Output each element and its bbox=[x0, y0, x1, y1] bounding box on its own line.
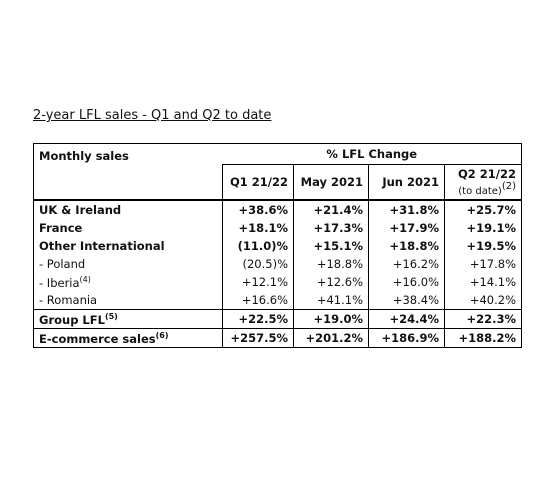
header-row: % LFL Change bbox=[34, 143, 522, 165]
table-row: - Poland (20.5)% +18.8% +16.2% +17.8% bbox=[34, 255, 522, 273]
cell-value: +15.1% bbox=[293, 237, 369, 255]
row-label: France bbox=[39, 221, 83, 235]
row-label: Other International bbox=[39, 239, 165, 253]
cell-value: +12.6% bbox=[293, 273, 369, 291]
row-label: E-commerce sales bbox=[39, 331, 156, 346]
cell-value: +40.2% bbox=[444, 291, 522, 310]
column-subheader: (to date) bbox=[458, 185, 502, 197]
row-label-cell: Other International bbox=[34, 237, 223, 255]
table-row: - Iberia(4) +12.1% +12.6% +16.0% +14.1% bbox=[34, 273, 522, 291]
cell-value: +201.2% bbox=[293, 328, 369, 348]
cell-value: +38.4% bbox=[368, 291, 445, 310]
cell-value: +19.1% bbox=[444, 219, 522, 237]
cell-value: +14.1% bbox=[444, 273, 522, 291]
footnote-ref: (5) bbox=[104, 311, 118, 321]
cell-value: +18.8% bbox=[293, 255, 369, 273]
cell-value: +186.9% bbox=[368, 328, 445, 348]
table-row: E-commerce sales(6) +257.5% +201.2% +186.9%… bbox=[33, 328, 522, 348]
cell-value: +21.4% bbox=[293, 200, 369, 219]
cell-value: +41.1% bbox=[293, 291, 369, 310]
column-header: May 2021 bbox=[293, 164, 369, 200]
header-row: Monthly sales Q1 21/22 May 2021 Jun 2021… bbox=[33, 149, 522, 201]
title: 2-year LFL sales - Q1 and Q2 to date bbox=[33, 108, 272, 123]
cell-value: +17.9% bbox=[368, 219, 445, 237]
cell-value: +17.3% bbox=[293, 219, 369, 237]
row-label: - Poland bbox=[39, 257, 86, 271]
cell-value: +12.1% bbox=[222, 273, 294, 291]
cell-value: +16.2% bbox=[368, 255, 445, 273]
cell-value: (20.5)% bbox=[222, 255, 294, 273]
table-row: Group LFL(5) +22.5% +19.0% +24.4% +22.3% bbox=[33, 309, 522, 329]
cell-value: +22.5% bbox=[222, 309, 294, 329]
column-header: Jun 2021 bbox=[368, 164, 445, 200]
cell-value: +257.5% bbox=[222, 328, 294, 348]
table-row: France +18.1% +17.3% +17.9% +19.1% bbox=[34, 219, 522, 237]
row-label-cell: France bbox=[34, 219, 223, 237]
table-row: UK & Ireland +38.6% +21.4% +31.8% +25.7% bbox=[34, 200, 522, 219]
cell-value: +24.4% bbox=[368, 309, 445, 329]
row-label-cell: E-commerce sales(6) bbox=[34, 329, 223, 348]
cell-value: +38.6% bbox=[222, 200, 294, 219]
row-label-cell: - Iberia(4) bbox=[34, 273, 223, 291]
footnote-ref: (2) bbox=[501, 181, 516, 193]
row-label-cell: - Poland bbox=[34, 255, 223, 273]
cell-value: +18.8% bbox=[368, 237, 445, 255]
cell-value: +25.7% bbox=[444, 200, 522, 219]
row-label-cell: UK & Ireland bbox=[34, 200, 223, 219]
column-header: Q2 21/22 (to date)(2) bbox=[444, 164, 522, 200]
row-header-text: Monthly sales bbox=[39, 148, 129, 163]
row-label-cell: - Romania bbox=[34, 291, 223, 310]
table-row: Other International (11.0)% +15.1% +18.8% +1… bbox=[34, 237, 522, 255]
cell-value: +31.8% bbox=[368, 200, 445, 219]
sales-table: % LFL Change Monthly sales Q1 21/22 May … bbox=[33, 143, 522, 348]
row-label: - Romania bbox=[39, 293, 98, 307]
cell-value: (11.0)% bbox=[222, 237, 294, 255]
cell-value: +19.0% bbox=[293, 309, 369, 329]
group-header: % LFL Change bbox=[222, 143, 522, 165]
row-label-cell: Group LFL(5) bbox=[34, 310, 223, 329]
cell-value: +16.0% bbox=[368, 273, 445, 291]
footnote-ref: (6) bbox=[155, 330, 169, 340]
table-row: - Romania +16.6% +41.1% +38.4% +40.2% bbox=[34, 291, 522, 310]
cell-value: +18.1% bbox=[222, 219, 294, 237]
cell-value: +22.3% bbox=[444, 309, 522, 329]
row-header: Monthly sales bbox=[34, 149, 223, 201]
cell-value: +19.5% bbox=[444, 237, 522, 255]
row-label: UK & Ireland bbox=[39, 203, 122, 217]
column-header: Q1 21/22 bbox=[222, 164, 294, 200]
row-label: - Iberia bbox=[39, 275, 80, 290]
footnote-ref: (4) bbox=[79, 274, 91, 284]
cell-value: +17.8% bbox=[444, 255, 522, 273]
cell-value: +16.6% bbox=[222, 291, 294, 310]
cell-value: +188.2% bbox=[444, 328, 522, 348]
column-header-text: Q2 21/22 bbox=[458, 167, 516, 182]
row-label: Group LFL bbox=[39, 312, 105, 327]
